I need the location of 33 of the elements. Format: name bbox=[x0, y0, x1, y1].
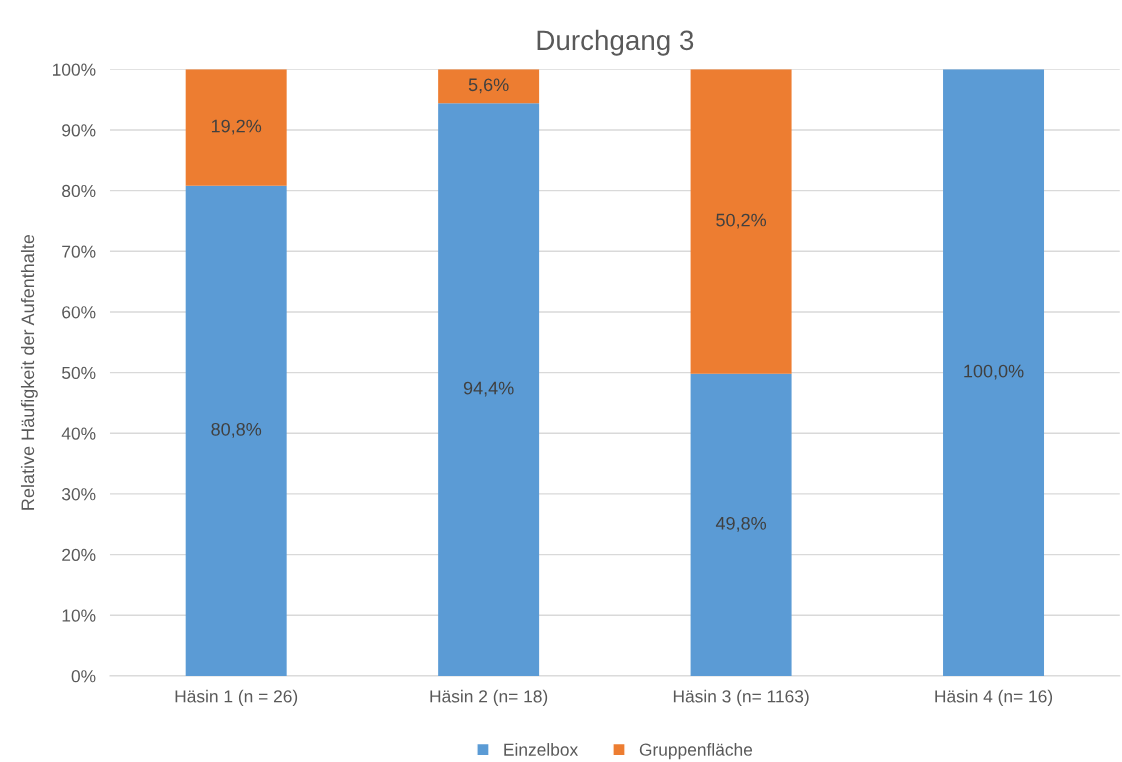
bar bbox=[185, 185, 287, 676]
data-label: 19,2% bbox=[211, 119, 262, 135]
data-label: 50,2% bbox=[716, 213, 767, 229]
y-tick-label: 80% bbox=[62, 184, 96, 198]
y-tick-label: 40% bbox=[61, 427, 96, 440]
bar bbox=[438, 69, 540, 104]
x-tick-label: Häsin 2 (n= 18) bbox=[430, 689, 548, 706]
y-tick-label: 20% bbox=[62, 548, 96, 562]
y-tick-label: 50% bbox=[62, 366, 96, 380]
legend-label: Einzelbox bbox=[504, 743, 579, 756]
x-tick-label: Häsin 1 (n = 26) bbox=[175, 689, 298, 706]
data-label: 5,6% bbox=[468, 78, 509, 94]
x-tick-label: Häsin 4 (n= 16) bbox=[935, 689, 1053, 706]
y-axis-title: Relative Häufigkeit der Aufenthalte bbox=[20, 234, 38, 510]
chart-title: Durchgang 3 bbox=[537, 29, 694, 56]
legend-label: Gruppenfläche bbox=[639, 743, 753, 760]
data-label: 100,0% bbox=[964, 364, 1024, 380]
bar bbox=[185, 69, 287, 186]
y-tick-label: 30% bbox=[61, 488, 96, 501]
y-tick-label: 100% bbox=[52, 63, 96, 76]
data-label: 49,8% bbox=[715, 516, 767, 532]
data-label: 80,8% bbox=[211, 422, 262, 438]
bar bbox=[690, 373, 792, 676]
y-tick-label: 0% bbox=[71, 670, 96, 683]
data-label: 94,4% bbox=[463, 381, 514, 397]
x-tick-label: Häsin 3 (n= 1163) bbox=[673, 689, 809, 706]
y-tick-label: 60% bbox=[62, 306, 96, 319]
bar bbox=[943, 69, 1045, 676]
y-tick-label: 10% bbox=[62, 609, 96, 622]
bar bbox=[690, 69, 792, 374]
bar bbox=[438, 103, 540, 676]
y-tick-label: 90% bbox=[62, 124, 96, 137]
y-tick-label: 70% bbox=[62, 245, 96, 258]
